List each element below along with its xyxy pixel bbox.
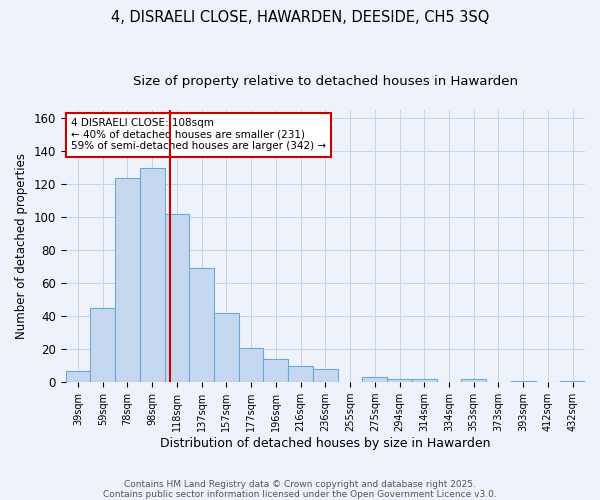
Bar bbox=[263, 359, 288, 382]
Bar bbox=[461, 379, 486, 382]
X-axis label: Distribution of detached houses by size in Hawarden: Distribution of detached houses by size … bbox=[160, 437, 491, 450]
Bar bbox=[140, 168, 164, 382]
Text: 4, DISRAELI CLOSE, HAWARDEN, DEESIDE, CH5 3SQ: 4, DISRAELI CLOSE, HAWARDEN, DEESIDE, CH… bbox=[111, 10, 489, 25]
Bar bbox=[164, 214, 190, 382]
Bar bbox=[387, 379, 412, 382]
Bar bbox=[511, 380, 536, 382]
Text: 4 DISRAELI CLOSE: 108sqm
← 40% of detached houses are smaller (231)
59% of semi-: 4 DISRAELI CLOSE: 108sqm ← 40% of detach… bbox=[71, 118, 326, 152]
Bar bbox=[190, 268, 214, 382]
Bar bbox=[91, 308, 115, 382]
Bar bbox=[239, 348, 263, 382]
Bar bbox=[412, 379, 437, 382]
Bar bbox=[560, 380, 585, 382]
Y-axis label: Number of detached properties: Number of detached properties bbox=[15, 153, 28, 339]
Bar bbox=[288, 366, 313, 382]
Bar bbox=[362, 378, 387, 382]
Text: Contains HM Land Registry data © Crown copyright and database right 2025.
Contai: Contains HM Land Registry data © Crown c… bbox=[103, 480, 497, 499]
Bar bbox=[115, 178, 140, 382]
Bar bbox=[313, 369, 338, 382]
Bar bbox=[214, 313, 239, 382]
Title: Size of property relative to detached houses in Hawarden: Size of property relative to detached ho… bbox=[133, 75, 518, 88]
Bar bbox=[65, 370, 91, 382]
